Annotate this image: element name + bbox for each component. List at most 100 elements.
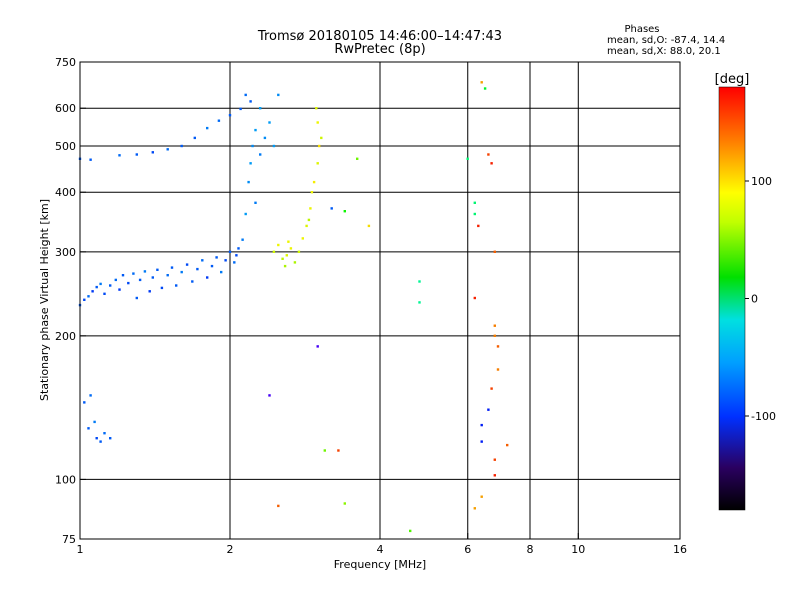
data-point [132, 272, 135, 275]
data-point [272, 250, 276, 253]
data-point [490, 162, 493, 165]
x-tick-label: 4 [377, 543, 384, 556]
y-tick-label: 600 [55, 102, 76, 115]
colorbar-ticks: 100 0 -100 [745, 175, 776, 423]
data-point [228, 114, 232, 117]
data-points [78, 81, 509, 533]
data-point [297, 250, 301, 253]
data-point [148, 290, 151, 293]
data-point [473, 296, 476, 300]
annotation-heading: Phases [624, 24, 659, 35]
x-axis-ticks: 1 2 4 6 8 10 16 [77, 533, 687, 556]
data-point [95, 437, 98, 440]
data-point [496, 368, 500, 371]
data-point [259, 107, 262, 110]
annotation-line-x: mean, sd,X: 88.0, 20.1 [607, 46, 721, 57]
data-point [480, 423, 483, 427]
chart-subtitle: RwPretec (8p) [334, 42, 425, 57]
data-point [315, 107, 318, 110]
data-point [166, 148, 169, 151]
data-point [316, 162, 319, 165]
data-point [109, 437, 112, 440]
data-point [473, 212, 476, 216]
data-point [93, 420, 96, 424]
data-point [268, 394, 271, 397]
data-point [493, 458, 496, 461]
data-point [506, 443, 509, 447]
data-point [320, 136, 323, 140]
data-point [244, 93, 247, 97]
data-point [316, 345, 319, 348]
y-tick-label: 100 [55, 473, 76, 486]
data-point [228, 250, 232, 253]
data-point [118, 288, 121, 291]
data-point [247, 180, 250, 184]
data-point [254, 201, 257, 204]
data-point [493, 324, 496, 327]
annotation-line-o: mean, sd,O: -87.4, 14.4 [607, 35, 725, 46]
data-point [233, 261, 236, 264]
x-axis-label: Frequency [MHz] [334, 558, 426, 571]
data-point [83, 298, 86, 301]
data-point [217, 119, 221, 122]
data-point [151, 276, 154, 279]
y-tick-label: 75 [62, 533, 76, 546]
data-point [409, 529, 412, 533]
data-point [127, 281, 130, 285]
y-axis-ticks: 75 100 200 300 400 500 600 750 [55, 56, 86, 546]
y-axis-label: Stationary phase Virtual Height [km] [38, 199, 51, 401]
data-point [493, 474, 496, 477]
data-point [337, 449, 340, 452]
data-point [224, 259, 227, 262]
data-point [103, 292, 106, 295]
data-point [249, 162, 252, 165]
data-point [490, 387, 493, 390]
data-point [272, 144, 276, 148]
data-point [160, 286, 164, 290]
data-point [138, 278, 142, 282]
data-point [367, 224, 371, 228]
data-point [143, 270, 147, 273]
x-tick-label: 2 [227, 543, 234, 556]
data-point [191, 280, 194, 283]
data-point [185, 263, 189, 266]
data-point [206, 276, 209, 279]
data-point [91, 290, 94, 293]
data-point [309, 207, 312, 210]
data-point [87, 427, 90, 430]
data-point [473, 201, 476, 204]
data-point [480, 495, 483, 498]
data-point [135, 296, 138, 300]
chart-title: Tromsø 20180105 14:46:00–14:47:43 [257, 29, 502, 44]
y-tick-label: 750 [55, 56, 76, 69]
data-point [180, 270, 183, 274]
data-point [310, 191, 314, 194]
data-point [206, 126, 209, 130]
data-point [135, 153, 138, 156]
data-point [210, 264, 214, 268]
grid-lines [80, 62, 680, 539]
data-point [277, 504, 280, 508]
x-tick-label: 1 [77, 543, 84, 556]
data-point [343, 502, 346, 505]
data-point [170, 266, 174, 269]
data-point [156, 268, 159, 271]
data-point [196, 267, 199, 271]
data-point [293, 261, 297, 264]
data-point [466, 157, 469, 160]
x-tick-label: 6 [464, 543, 471, 556]
data-point [473, 507, 476, 510]
x-tick-label: 10 [571, 543, 585, 556]
colorbar-tick-label: -100 [751, 410, 776, 423]
data-point [244, 212, 247, 216]
data-point [480, 440, 483, 443]
data-point [307, 218, 311, 222]
data-point [89, 158, 92, 161]
data-point [477, 224, 480, 228]
data-point [254, 128, 257, 132]
data-point [235, 254, 238, 257]
data-point [301, 237, 304, 240]
data-point [251, 144, 254, 148]
data-point [305, 224, 308, 228]
